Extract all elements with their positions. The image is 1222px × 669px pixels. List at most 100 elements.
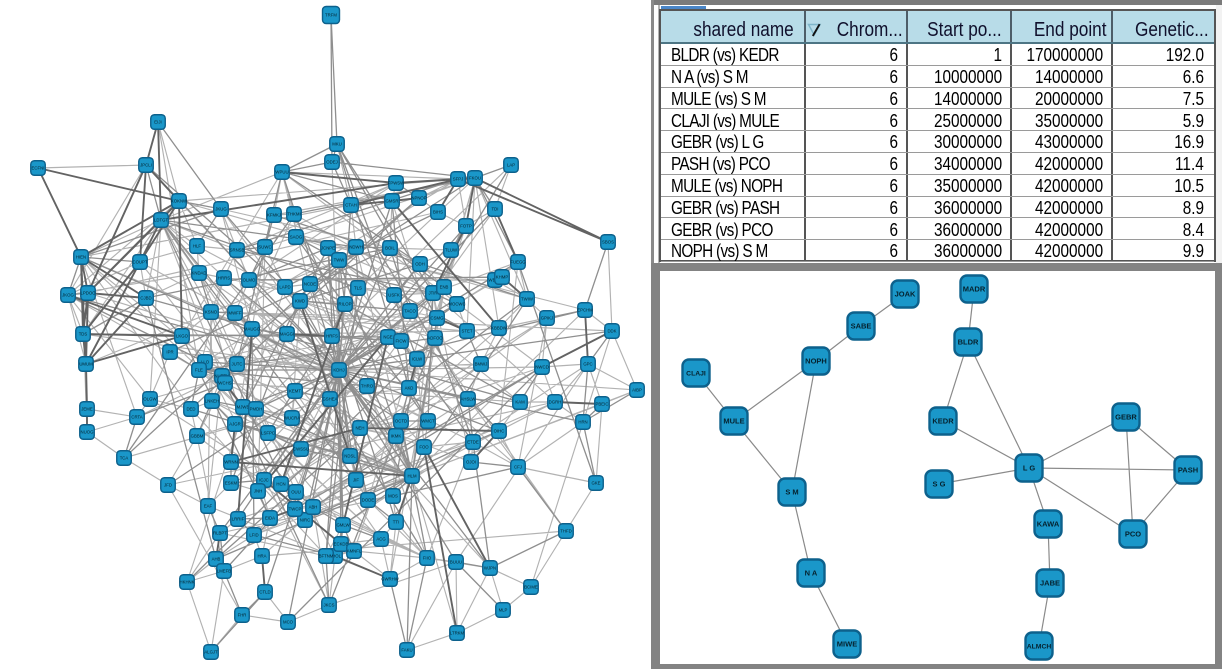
svg-text:JOAK: JOAK — [895, 290, 916, 299]
svg-text:KDHJ: KDHJ — [333, 368, 344, 373]
svg-text:WCHS: WCHS — [218, 381, 231, 386]
svg-text:HIEN: HIEN — [76, 255, 86, 260]
svg-text:LNKEH: LNKEH — [205, 399, 219, 404]
svg-text:ALMCH: ALMCH — [1027, 644, 1052, 651]
svg-text:JABE: JABE — [1040, 579, 1060, 588]
svg-text:KWD: KWD — [295, 299, 305, 304]
svg-text:KEDR: KEDR — [932, 417, 954, 426]
svg-text:L G: L G — [1023, 464, 1036, 473]
svg-text:STET: STET — [462, 329, 473, 334]
svg-text:OLMO: OLMO — [243, 278, 256, 283]
svg-text:SUWC: SUWC — [258, 245, 271, 250]
svg-text:JKCS: JKCS — [324, 603, 335, 608]
svg-text:HRN: HRN — [578, 420, 587, 425]
svg-text:MOS: MOS — [388, 494, 398, 499]
svg-text:WUCRA: WUCRA — [284, 416, 300, 421]
svg-text:MLP: MLP — [499, 608, 508, 613]
svg-text:ADFOO: ADFOO — [427, 336, 443, 341]
svg-text:FKOU: FKOU — [469, 176, 481, 181]
svg-text:USFK: USFK — [388, 293, 400, 298]
svg-text:NDSL: NDSL — [344, 454, 356, 459]
svg-text:THKMI: THKMI — [287, 212, 300, 217]
svg-text:TRFM: TRFM — [325, 13, 337, 18]
svg-text:JCNPE: JCNPE — [321, 246, 335, 251]
svg-text:KNDAD: KNDAD — [191, 271, 206, 276]
svg-text:GSHEA: GSHEA — [322, 397, 337, 402]
svg-text:MJWB: MJWB — [237, 405, 250, 410]
svg-text:TACO: TACO — [404, 309, 416, 314]
svg-text:NWCD: NWCD — [535, 365, 548, 370]
svg-text:ICLW: ICLW — [412, 357, 423, 362]
svg-text:NDWH: NDWH — [349, 245, 362, 250]
svg-text:LKGO: LKGO — [176, 334, 189, 339]
svg-text:TWCP: TWCP — [289, 507, 302, 512]
svg-text:AIBP: AIBP — [632, 388, 642, 393]
svg-text:ESKM: ESKM — [225, 481, 238, 486]
svg-text:DODE: DODE — [362, 498, 375, 503]
svg-text:BMWJ: BMWJ — [475, 362, 488, 367]
svg-text:KOKNW: KOKNW — [171, 199, 188, 204]
svg-text:KHMP: KHMP — [496, 275, 509, 280]
svg-text:MKU: MKU — [332, 142, 342, 147]
svg-text:MADR: MADR — [963, 285, 986, 294]
svg-text:EIDA: EIDA — [265, 516, 275, 521]
svg-text:WPUU: WPUU — [275, 170, 288, 175]
svg-text:OCTD: OCTD — [395, 419, 407, 424]
svg-text:KAWA: KAWA — [1037, 520, 1060, 529]
svg-text:FICW: FICW — [396, 339, 408, 344]
svg-text:N A: N A — [805, 569, 818, 578]
svg-text:OLGW: OLGW — [143, 397, 157, 402]
svg-text:ABH: ABH — [309, 505, 318, 510]
svg-text:JKUG: JKUG — [215, 207, 227, 212]
svg-text:MULE: MULE — [723, 417, 744, 426]
svg-text:SAOG: SAOG — [290, 235, 303, 240]
svg-text:DGRH: DGRH — [549, 400, 562, 405]
svg-text:MAUGO: MAUGO — [244, 327, 261, 332]
svg-text:ACG: ACG — [376, 537, 386, 542]
svg-text:JNH: JNH — [254, 489, 262, 494]
svg-text:OJOI: OJOI — [466, 460, 476, 465]
svg-text:HCN: HCN — [276, 482, 285, 487]
svg-text:ODEJ: ODEJ — [326, 160, 337, 165]
svg-text:NPNOP: NPNOP — [411, 196, 426, 201]
svg-text:WRNN: WRNN — [224, 460, 237, 465]
svg-text:KAM: KAM — [515, 400, 525, 405]
svg-text:LMEFB: LMEFB — [217, 569, 231, 574]
svg-text:PMDH: PMDH — [250, 407, 263, 412]
svg-text:SRNSB: SRNSB — [230, 248, 245, 253]
svg-text:AMNFL: AMNFL — [347, 549, 362, 554]
svg-text:KSNO: KSNO — [205, 310, 218, 315]
svg-text:MIWE: MIWE — [837, 640, 857, 649]
svg-text:JFD: JFD — [164, 483, 172, 488]
svg-text:PASH: PASH — [1178, 466, 1198, 475]
svg-text:EAF: EAF — [204, 504, 213, 509]
svg-text:HLM: HLM — [407, 474, 416, 479]
svg-text:TTI: TTI — [393, 520, 399, 525]
svg-text:BFTNM: BFTNM — [319, 554, 334, 559]
svg-text:NOPH: NOPH — [805, 357, 827, 366]
svg-text:LRRIF: LRRIF — [232, 517, 245, 522]
svg-text:TLUW: TLUW — [445, 248, 458, 253]
svg-text:ALGJT: ALGJT — [204, 650, 218, 655]
svg-text:LDTGT: LDTGT — [154, 218, 168, 223]
svg-text:CTAH: CTAH — [345, 203, 356, 208]
svg-text:ENB: ENB — [440, 285, 449, 290]
svg-text:HLF: HLF — [193, 244, 201, 249]
svg-text:KBBDW: KBBDW — [491, 326, 508, 331]
svg-text:RLBPT: RLBPT — [213, 531, 227, 536]
svg-text:CLAJI: CLAJI — [686, 371, 706, 378]
svg-text:OIHC: OIHC — [494, 429, 505, 434]
svg-text:GKE: GKE — [591, 481, 600, 486]
svg-text:WMCT: WMCT — [421, 419, 435, 424]
svg-text:DED: DED — [186, 407, 195, 412]
svg-text:PCO: PCO — [1125, 530, 1141, 539]
svg-text:BOIL: BOIL — [385, 246, 395, 251]
svg-text:PBEIC: PBEIC — [596, 402, 609, 407]
svg-text:HRA: HRA — [257, 554, 266, 559]
svg-text:OUU: OUU — [291, 490, 301, 495]
svg-text:JEME: JEME — [81, 407, 93, 412]
svg-text:CJBD: CJBD — [140, 296, 151, 301]
svg-text:ECFNI: ECFNI — [32, 166, 45, 171]
svg-text:CSMG: CSMG — [431, 316, 445, 321]
svg-text:SBOS: SBOS — [602, 240, 614, 245]
